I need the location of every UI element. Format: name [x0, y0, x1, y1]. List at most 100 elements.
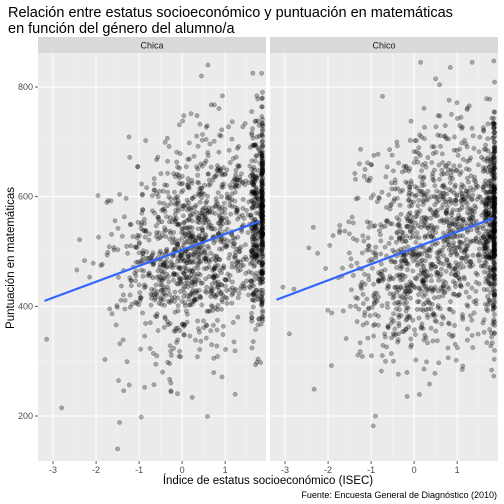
data-point: [196, 256, 202, 261]
data-point: [177, 254, 183, 259]
data-point: [196, 326, 201, 332]
data-point: [396, 323, 402, 329]
data-point: [234, 206, 240, 212]
data-point: [208, 102, 214, 108]
data-point: [348, 303, 353, 309]
data-point: [231, 241, 237, 246]
data-point: [212, 203, 218, 209]
data-point: [249, 255, 255, 261]
data-point: [188, 236, 193, 241]
data-point: [250, 245, 256, 251]
data-point: [259, 193, 265, 199]
data-point: [430, 173, 436, 179]
data-point: [237, 267, 243, 273]
data-point: [391, 293, 397, 299]
data-point: [203, 276, 209, 282]
data-point: [471, 146, 477, 151]
data-point: [441, 196, 447, 202]
data-point: [223, 171, 228, 177]
data-point: [475, 331, 481, 337]
data-point: [260, 223, 265, 229]
data-point: [224, 288, 230, 293]
data-point: [231, 254, 237, 260]
data-point: [325, 307, 331, 313]
data-point: [206, 219, 212, 225]
data-point: [217, 227, 223, 232]
data-point: [139, 181, 145, 187]
data-point: [458, 185, 464, 191]
data-point: [253, 327, 259, 332]
data-point: [252, 242, 258, 248]
x-axis-title: Índice de estatus socioeconómico (ISEC): [163, 474, 373, 487]
data-point: [415, 223, 421, 229]
data-point: [445, 284, 450, 290]
data-point: [249, 189, 255, 194]
data-point: [222, 242, 228, 248]
data-point: [128, 243, 134, 249]
data-point: [193, 337, 198, 343]
data-point: [259, 162, 265, 168]
data-point: [159, 287, 165, 293]
data-point: [259, 131, 265, 137]
data-point: [173, 208, 179, 213]
data-point: [133, 273, 139, 279]
data-point: [260, 243, 265, 249]
data-point: [410, 268, 416, 274]
data-point: [176, 353, 182, 359]
data-point: [401, 245, 407, 251]
data-point: [491, 271, 497, 277]
data-point: [136, 302, 142, 308]
data-point: [249, 249, 255, 255]
data-point: [371, 153, 377, 158]
y-tick-label: 400: [18, 301, 33, 311]
data-point: [190, 299, 196, 305]
data-point: [195, 318, 201, 324]
data-point: [198, 236, 204, 242]
data-point: [259, 183, 265, 188]
data-point: [154, 275, 160, 280]
data-point: [254, 153, 260, 159]
data-point: [259, 179, 264, 185]
data-point: [259, 215, 265, 220]
data-point: [391, 358, 396, 364]
data-point: [449, 334, 455, 339]
data-point: [350, 236, 356, 241]
data-point: [182, 258, 188, 264]
data-point: [224, 216, 230, 221]
data-point: [447, 65, 453, 70]
data-point: [259, 171, 264, 177]
data-point: [142, 333, 148, 339]
data-point: [259, 195, 264, 201]
data-point: [229, 279, 235, 285]
data-point: [257, 297, 263, 302]
data-point: [163, 292, 169, 298]
data-point: [259, 269, 265, 275]
data-point: [167, 292, 173, 297]
data-point: [248, 278, 254, 284]
data-point: [142, 220, 147, 226]
data-point: [310, 224, 316, 230]
data-point: [369, 162, 374, 168]
data-point: [159, 278, 165, 284]
data-point: [253, 191, 259, 197]
x-tick-label: -2: [324, 465, 332, 475]
data-point: [439, 266, 444, 272]
data-point: [358, 282, 364, 288]
data-point: [389, 152, 395, 158]
data-point: [159, 277, 165, 282]
data-point: [200, 230, 205, 236]
data-point: [437, 133, 443, 139]
data-point: [255, 203, 261, 209]
data-point: [156, 219, 162, 225]
data-point: [251, 179, 257, 185]
data-point: [143, 229, 149, 234]
data-point: [259, 192, 265, 198]
data-point: [189, 196, 195, 201]
data-point: [491, 265, 497, 270]
data-point: [434, 225, 440, 230]
data-point: [455, 153, 461, 158]
data-point: [169, 219, 175, 225]
data-point: [161, 287, 167, 293]
data-point: [259, 114, 265, 119]
data-point: [172, 240, 178, 246]
